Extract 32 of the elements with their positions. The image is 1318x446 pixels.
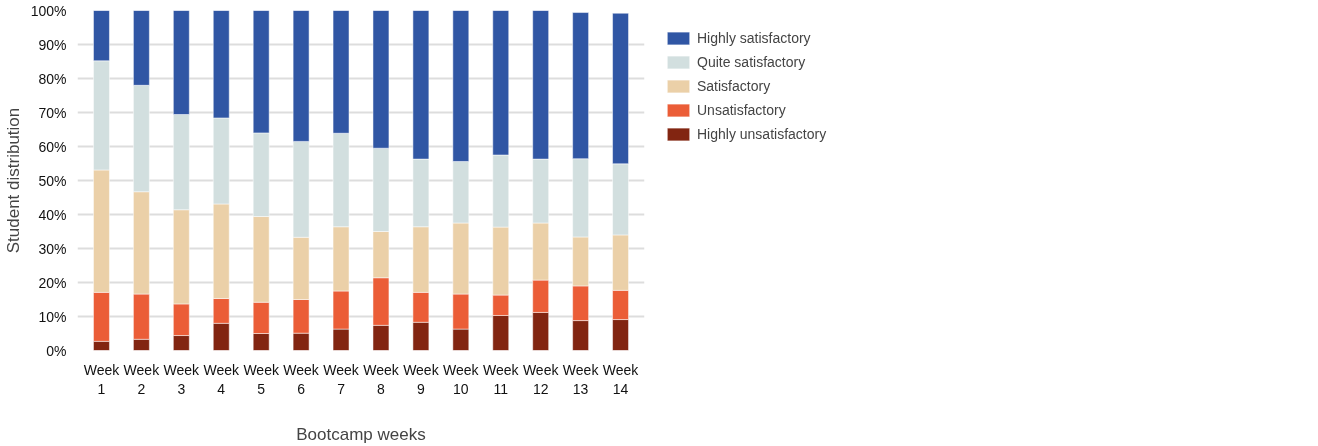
x-tick-label: Week 8 xyxy=(363,361,400,397)
x-tick-label: Week 14 xyxy=(602,361,640,397)
legend-label: Unsatisfactory xyxy=(697,102,786,118)
y-tick-label: 20% xyxy=(38,274,67,291)
y-tick-label: 70% xyxy=(38,104,67,121)
y-axis-title: Student distribution xyxy=(3,107,23,254)
y-tick-label: 30% xyxy=(38,240,67,257)
x-tick-label: Week 1 xyxy=(83,361,121,397)
y-tick-label: 100% xyxy=(30,2,67,19)
legend-label: Quite satisfactory xyxy=(697,54,806,70)
x-tick-label: Week 10 xyxy=(443,361,480,397)
y-tick-label: 0% xyxy=(46,342,67,359)
x-tick-label: Week 5 xyxy=(243,361,280,397)
y-tick-label: 40% xyxy=(38,206,67,223)
y-tick-label: 50% xyxy=(38,172,67,189)
x-tick-label: Week 13 xyxy=(562,361,600,397)
legend-label: Satisfactory xyxy=(697,78,771,94)
y-tick-label: 80% xyxy=(38,70,67,87)
legend-label: Highly satisfactory xyxy=(697,30,811,46)
x-tick-label: Week 7 xyxy=(323,361,360,397)
y-tick-label: 60% xyxy=(38,138,67,155)
x-tick-label: Week 12 xyxy=(522,361,560,397)
x-tick-label: Week 6 xyxy=(283,361,320,397)
x-tick-label: Week 9 xyxy=(403,361,440,397)
x-tick-label: Week 11 xyxy=(482,361,520,397)
x-tick-label: Week 4 xyxy=(203,361,241,397)
legend-label: Highly unsatisfactory xyxy=(697,126,827,142)
y-tick-label: 10% xyxy=(38,308,67,325)
y-tick-label: 90% xyxy=(38,36,67,53)
x-tick-label: Week 2 xyxy=(123,361,161,397)
x-tick-label: Week 3 xyxy=(163,361,201,397)
x-axis-title: Bootcamp weeks xyxy=(296,424,426,444)
